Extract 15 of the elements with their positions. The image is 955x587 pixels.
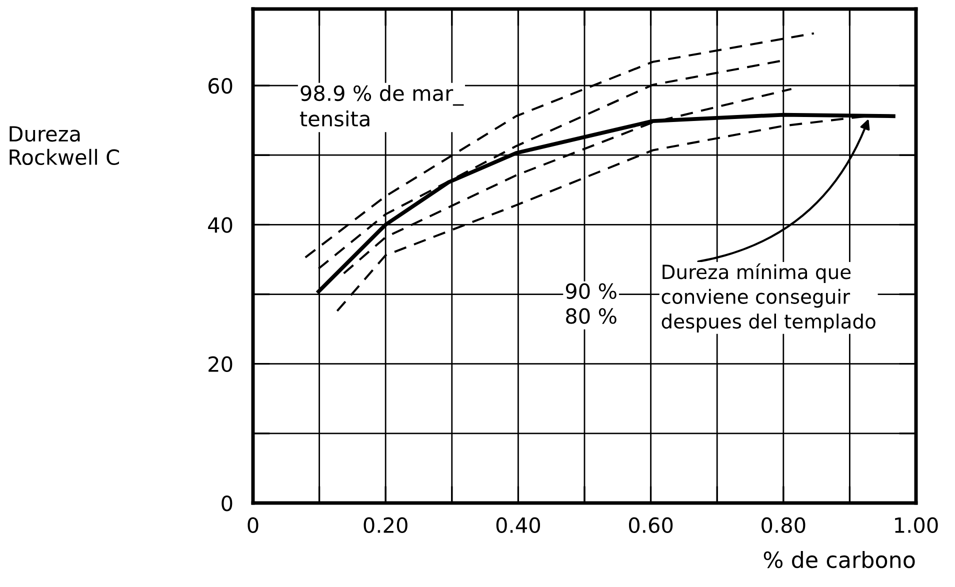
x-tick-label: 1.00 <box>895 517 938 534</box>
y-tick-label: 40 <box>208 217 232 233</box>
x-tick-label: 0.40 <box>496 517 540 534</box>
y-axis-title: Dureza Rockwell C <box>10 126 119 166</box>
annotation: 90 % 80 % <box>566 283 616 324</box>
x-tick-label: 0.60 <box>628 517 673 534</box>
annotation: 98.9 % de mar_ tensita <box>300 84 464 127</box>
x-tick-label: 0 <box>248 517 258 534</box>
x-axis-title: % de carbono <box>764 550 915 568</box>
y-tick-label: 20 <box>208 356 232 372</box>
y-tick-label: 60 <box>208 78 232 94</box>
x-tick-label: 0.20 <box>364 517 408 534</box>
y-tick-label: 0 <box>222 495 232 512</box>
x-tick-label: 0.80 <box>762 517 806 534</box>
annotation: Dureza mínima que conviene conseguir despues del templado <box>662 263 876 332</box>
